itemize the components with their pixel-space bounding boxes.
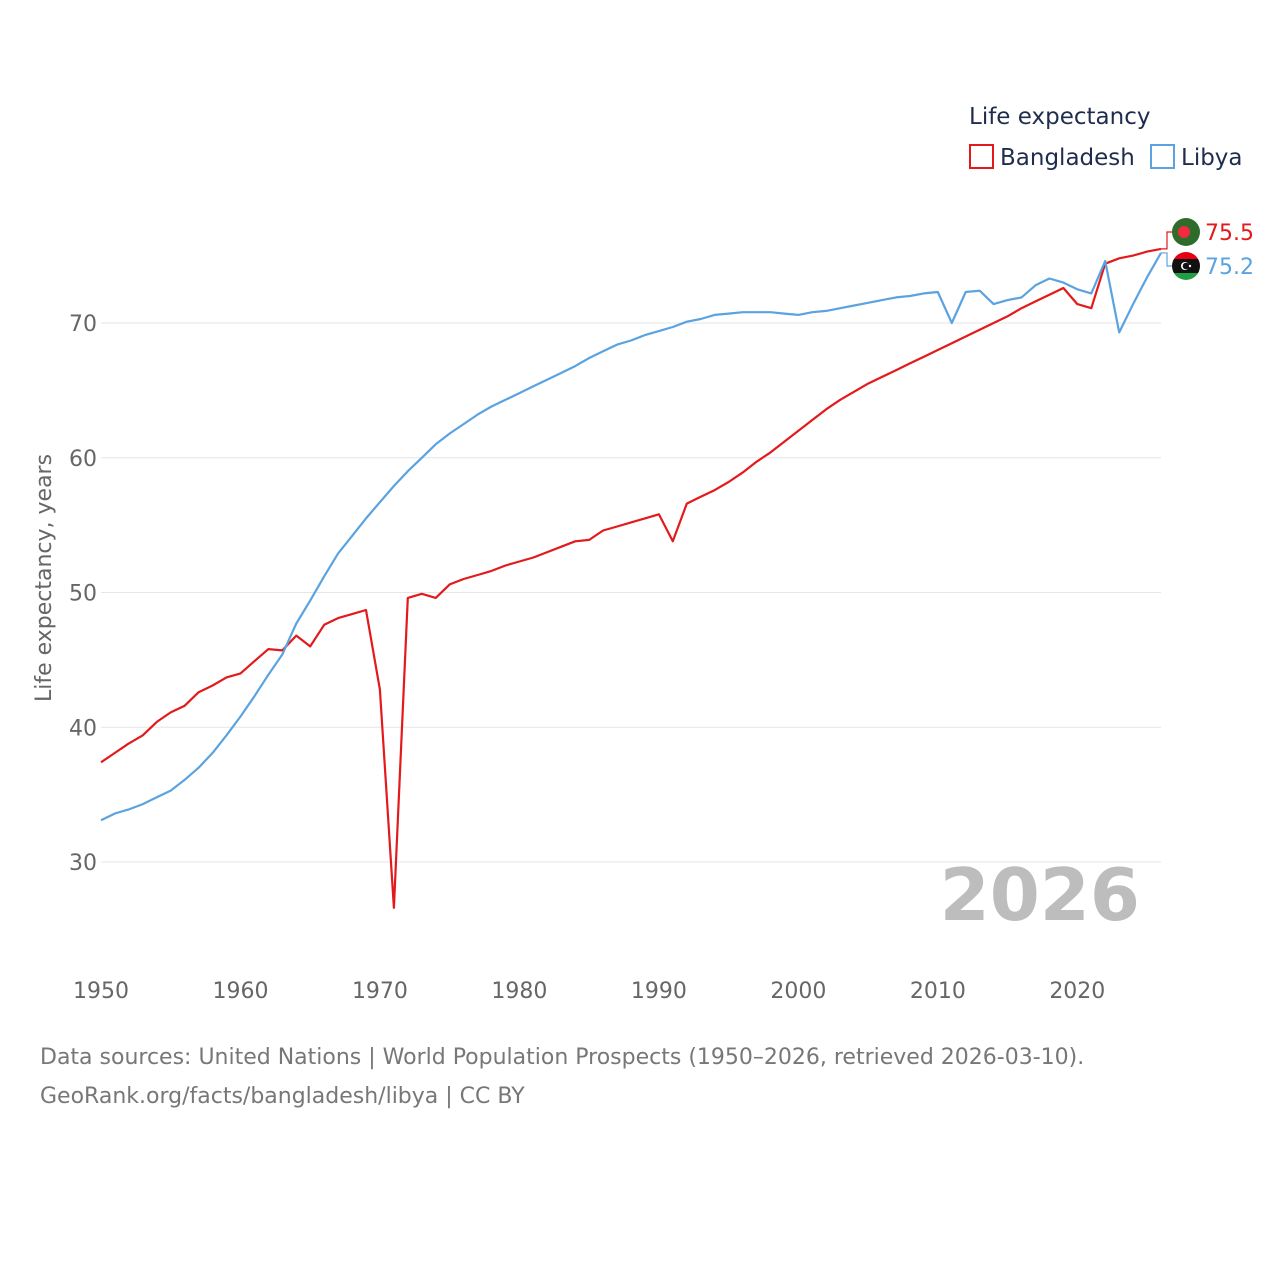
legend-swatch-libya bbox=[1150, 144, 1175, 169]
x-tick-label: 1950 bbox=[73, 979, 129, 1004]
end-connector-bangladesh bbox=[1161, 231, 1172, 250]
x-axis-ticks: 1950 1960 1970 1980 1990 2000 2010 2020 bbox=[73, 979, 1105, 1004]
y-tick-label: 60 bbox=[69, 447, 97, 472]
series-end-labels: 75.5 75.2 bbox=[1161, 218, 1254, 280]
x-tick-label: 2010 bbox=[910, 979, 966, 1004]
series-line-libya bbox=[100, 252, 1162, 822]
bangladesh-flag-icon bbox=[1172, 218, 1200, 246]
x-tick-label: 2000 bbox=[770, 979, 826, 1004]
series-line-bangladesh bbox=[100, 247, 1162, 909]
legend-title: Life expectancy bbox=[969, 104, 1150, 130]
legend-swatch-bangladesh bbox=[969, 144, 994, 169]
year-watermark: 2026 bbox=[940, 853, 1140, 937]
y-axis-ticks: 30 40 50 60 70 bbox=[69, 312, 97, 876]
end-value-bangladesh: 75.5 bbox=[1205, 221, 1254, 246]
y-tick-label: 50 bbox=[69, 582, 97, 607]
x-tick-label: 1960 bbox=[212, 979, 268, 1004]
x-tick-label: 1980 bbox=[491, 979, 547, 1004]
footer-credit-link[interactable]: GeoRank.org/facts/bangladesh/libya | CC … bbox=[40, 1084, 525, 1109]
gridlines bbox=[101, 322, 1161, 863]
footer-sources: Data sources: United Nations | World Pop… bbox=[40, 1045, 1085, 1070]
x-tick-label: 1990 bbox=[631, 979, 687, 1004]
x-tick-label: 1970 bbox=[352, 979, 408, 1004]
legend: Life expectancy Bangladesh Libya bbox=[969, 104, 1243, 171]
legend-label-libya: Libya bbox=[1181, 145, 1243, 171]
y-tick-label: 40 bbox=[69, 716, 97, 741]
series-lines bbox=[100, 247, 1162, 909]
legend-label-bangladesh: Bangladesh bbox=[1000, 145, 1135, 171]
end-connector-libya bbox=[1161, 252, 1172, 267]
y-tick-label: 30 bbox=[69, 851, 97, 876]
y-tick-label: 70 bbox=[69, 312, 97, 337]
y-axis-label: Life expectancy, years bbox=[32, 454, 57, 702]
libya-flag-icon bbox=[1172, 252, 1200, 280]
x-tick-label: 2020 bbox=[1049, 979, 1105, 1004]
end-value-libya: 75.2 bbox=[1205, 255, 1254, 280]
